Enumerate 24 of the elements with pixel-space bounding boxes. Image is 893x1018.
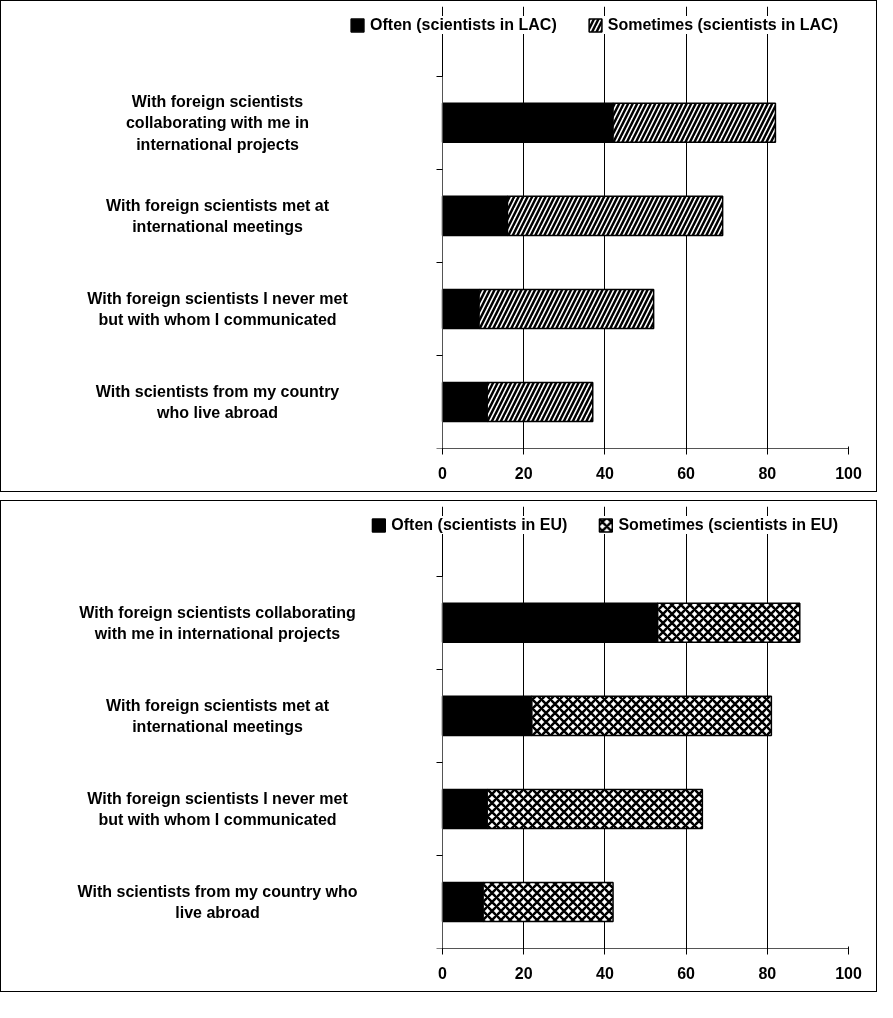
text: Sometimes (scientists in EU) bbox=[618, 516, 838, 534]
y-tick-label: With foreign scientists I never met but with whom I communicated bbox=[87, 789, 349, 829]
y-tick-label: With scientists from my country who live abroad bbox=[77, 882, 358, 922]
x-tick-label: 100 bbox=[835, 964, 862, 982]
legend-label: Often (scientists in EU) bbox=[391, 516, 568, 534]
x-tick-label: 20 bbox=[514, 964, 533, 982]
y-tick-label: With foreign scientists met at international meetings bbox=[106, 196, 330, 235]
legend-label: Often (scientists in LAC) bbox=[370, 16, 557, 34]
x-tick-label: 60 bbox=[677, 464, 696, 482]
x-tick-label: 20 bbox=[514, 464, 533, 482]
y-tick-label: With foreign scientists met at international meetings bbox=[106, 696, 330, 735]
x-tick-label: 40 bbox=[596, 964, 614, 982]
y-tick-label: With foreign scientists I never met but with whom I communicated bbox=[87, 289, 349, 329]
x-tick-label: 100 bbox=[835, 464, 862, 482]
x-tick-label: 80 bbox=[758, 964, 777, 982]
y-tick-label: With foreign scientists collaborating with me in international projects bbox=[79, 603, 356, 642]
x-tick-label: 80 bbox=[758, 464, 777, 482]
x-tick-label: 60 bbox=[677, 964, 696, 982]
x-tick-label: 40 bbox=[596, 464, 614, 482]
text: Sometimes (scientists in LAC) bbox=[607, 16, 838, 34]
x-tick-label: 0 bbox=[438, 464, 448, 482]
y-tick-label: With scientists from my country who live abroad bbox=[95, 382, 340, 422]
x-tick-label: 0 bbox=[438, 964, 448, 982]
y-tick-label: With foreign scientists collaborating with me in international projects bbox=[125, 93, 310, 153]
